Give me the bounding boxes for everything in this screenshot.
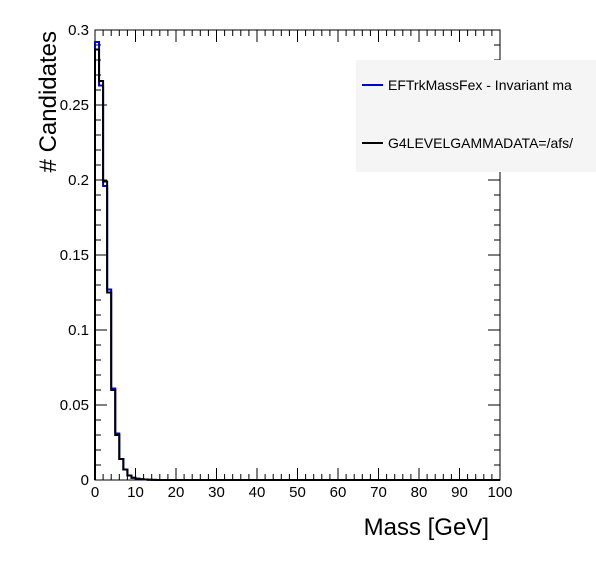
x-tick-label: 50	[289, 484, 306, 501]
series-line	[94, 48, 500, 481]
y-tick-label: 0.15	[60, 247, 89, 264]
x-tick-label: 20	[168, 484, 185, 501]
legend-box	[356, 60, 596, 172]
y-tick-label: 0.3	[68, 22, 89, 39]
legend-label: EFTrkMassFex - Invariant ma	[388, 77, 572, 93]
y-tick-label: 0.2	[68, 172, 89, 189]
legend: EFTrkMassFex - Invariant ma G4LEVELGAMMAD…	[356, 60, 596, 172]
y-tick-label: 0.05	[60, 397, 89, 414]
y-axis-title: # Candidates	[35, 31, 62, 172]
x-tick-label: 80	[411, 484, 428, 501]
x-tick-label: 10	[127, 484, 144, 501]
x-axis-title: Mass [GeV]	[364, 514, 489, 541]
histogram-series	[94, 41, 500, 481]
x-tick-label: 60	[330, 484, 347, 501]
x-tick-label: 90	[451, 484, 468, 501]
y-tick-label: 0.25	[60, 97, 89, 114]
y-tick-label: 0.1	[68, 322, 89, 339]
x-tick-label: 40	[249, 484, 266, 501]
x-tick-label: 100	[487, 484, 512, 501]
x-tick-label: 70	[370, 484, 387, 501]
x-tick-label: 30	[208, 484, 225, 501]
x-tick-label: 0	[91, 484, 99, 501]
x-axis: 0 10 20 30 40 50 60 70 80 90 100	[91, 30, 513, 501]
legend-label: G4LEVELGAMMADATA=/afs/	[388, 135, 573, 151]
y-tick-label: 0	[81, 472, 89, 489]
